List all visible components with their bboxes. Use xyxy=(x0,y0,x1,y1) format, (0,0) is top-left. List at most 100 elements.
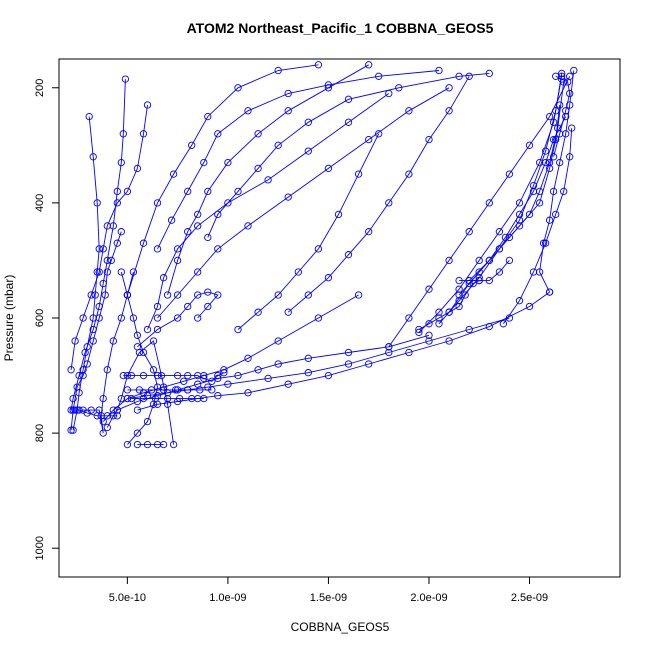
data-point xyxy=(304,369,312,377)
data-point xyxy=(294,268,302,276)
data-point xyxy=(208,377,216,385)
data-point xyxy=(133,164,142,173)
data-point xyxy=(95,302,103,311)
series-3 xyxy=(67,75,130,414)
data-point xyxy=(153,325,162,334)
series-12 xyxy=(119,369,228,385)
data-point xyxy=(560,187,568,196)
data-point xyxy=(83,409,91,417)
series-line xyxy=(123,372,225,382)
data-point xyxy=(558,75,566,83)
x-tick-label: 2.5e-09 xyxy=(511,592,548,604)
data-point xyxy=(153,245,162,253)
data-point xyxy=(529,181,538,190)
data-point xyxy=(425,337,433,345)
data-point xyxy=(99,245,107,253)
data-point xyxy=(515,210,524,219)
data-point xyxy=(214,371,222,380)
series-line xyxy=(418,280,480,330)
data-point xyxy=(435,308,443,316)
data-point xyxy=(395,84,403,92)
data-point xyxy=(562,107,570,115)
data-point xyxy=(485,276,493,285)
series-line xyxy=(468,116,567,281)
data-point xyxy=(69,394,77,403)
data-point xyxy=(545,216,554,224)
data-point xyxy=(214,130,222,138)
series-16 xyxy=(69,406,121,420)
data-point xyxy=(149,366,158,374)
data-point xyxy=(194,291,202,299)
data-point xyxy=(101,291,109,299)
series-26 xyxy=(385,72,574,351)
data-point xyxy=(214,245,222,253)
data-point xyxy=(139,239,148,247)
data-point xyxy=(505,170,514,178)
data-point xyxy=(264,176,272,184)
data-point xyxy=(133,331,142,339)
data-point xyxy=(562,112,570,121)
data-point xyxy=(425,331,433,339)
data-point xyxy=(314,61,323,69)
data-point xyxy=(153,371,162,380)
data-point xyxy=(69,406,77,414)
data-point xyxy=(153,314,162,322)
data-point xyxy=(180,377,188,385)
data-point xyxy=(113,199,121,207)
data-point xyxy=(103,412,111,420)
data-point xyxy=(435,314,443,322)
data-point xyxy=(133,406,142,414)
x-axis-label: COBBNA_GEOS5 xyxy=(291,620,390,634)
data-point xyxy=(485,69,493,78)
series-33 xyxy=(499,124,576,328)
data-point xyxy=(334,210,343,219)
data-point xyxy=(545,288,554,296)
data-point xyxy=(173,291,182,299)
data-point xyxy=(139,130,148,138)
data-point xyxy=(113,239,121,247)
data-point xyxy=(91,291,99,299)
data-point xyxy=(549,187,558,196)
data-point xyxy=(405,348,413,357)
data-point xyxy=(445,308,453,316)
data-point xyxy=(254,164,262,173)
data-point xyxy=(545,164,554,173)
data-point xyxy=(224,199,232,207)
data-point xyxy=(549,153,558,161)
data-point xyxy=(147,386,156,394)
data-point xyxy=(455,285,463,293)
data-point xyxy=(495,228,504,236)
data-point xyxy=(549,135,558,144)
data-point xyxy=(274,360,282,368)
data-point xyxy=(119,371,127,380)
series-line xyxy=(70,104,148,370)
data-point xyxy=(133,343,142,351)
data-point xyxy=(324,274,333,282)
series-line xyxy=(157,87,450,319)
data-point xyxy=(173,371,182,380)
data-point xyxy=(365,135,373,144)
data-point xyxy=(445,337,453,345)
data-point xyxy=(175,394,184,403)
chart-title: ATOM2 Northeast_Pacific_1 COBBNA_GEOS5 xyxy=(187,20,494,36)
series-5 xyxy=(67,101,152,374)
data-point xyxy=(95,245,103,253)
data-point xyxy=(264,374,272,383)
data-point xyxy=(67,426,75,434)
data-point xyxy=(171,386,180,394)
data-point xyxy=(529,187,538,196)
data-point xyxy=(173,314,182,322)
data-point xyxy=(564,78,572,86)
series-line xyxy=(458,104,561,296)
data-point xyxy=(194,314,202,322)
data-point xyxy=(425,285,433,293)
data-point xyxy=(545,112,554,121)
data-point xyxy=(214,392,222,400)
data-point xyxy=(69,426,77,434)
series-18 xyxy=(143,89,393,334)
data-point xyxy=(200,394,208,403)
data-point xyxy=(254,130,262,138)
data-point xyxy=(103,268,111,276)
data-point xyxy=(234,325,242,334)
series-14 xyxy=(127,394,208,403)
